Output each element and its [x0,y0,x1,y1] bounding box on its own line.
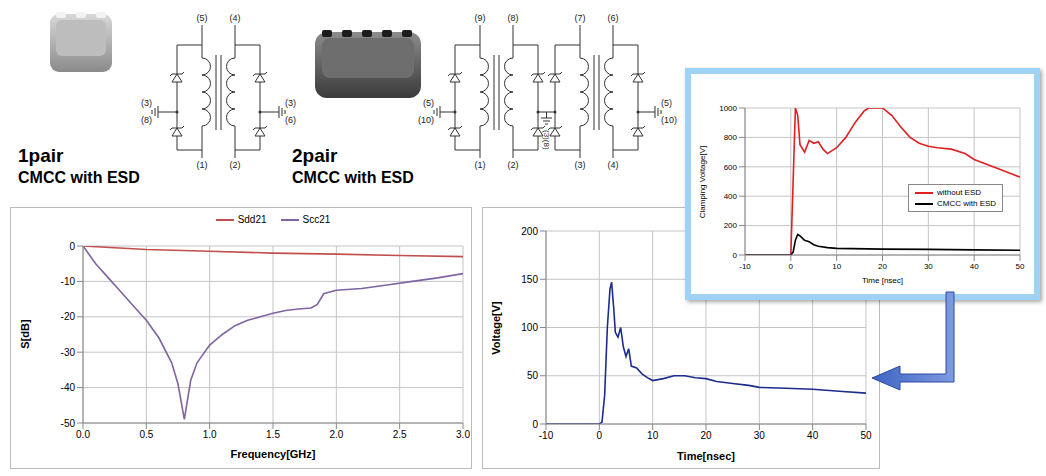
svg-text:40: 40 [807,430,819,441]
svg-text:1000: 1000 [719,104,737,113]
svg-text:(1): (1) [475,160,486,170]
svg-text:-50: -50 [61,418,76,429]
svg-text:(9): (9) [475,13,486,23]
svg-text:400: 400 [724,192,738,201]
svg-text:-40: -40 [61,382,76,393]
svg-text:0: 0 [789,262,794,271]
svg-text:(3)(8): (3)(8) [542,130,551,150]
svg-text:(8): (8) [141,115,152,125]
svg-text:50: 50 [1016,262,1025,271]
svg-text:(4): (4) [608,160,619,170]
svg-text:(4): (4) [230,13,241,23]
svg-text:-10: -10 [539,430,554,441]
html-text:Frequency[GHz]: Frequency[GHz] [230,448,316,460]
svg-text:-30: -30 [61,347,76,358]
svg-text:200: 200 [521,226,538,237]
svg-text:(1): (1) [197,160,208,170]
html-text:without ESD: without ESD [937,188,981,198]
svg-text:(2): (2) [508,160,519,170]
svg-text:0: 0 [733,251,738,260]
svg-text:(6): (6) [608,13,619,23]
svg-text:(10): (10) [661,115,677,125]
svg-text:(3): (3) [285,98,296,108]
html-text:Scc21: Scc21 [302,214,331,225]
svg-text:1.5: 1.5 [266,429,280,440]
svg-text:1pair: 1pair [18,145,64,166]
svg-text:200: 200 [724,221,738,230]
svg-text:150: 150 [521,274,538,285]
svg-text:0.5: 0.5 [139,429,153,440]
svg-text:10: 10 [647,430,659,441]
svg-text:2pair: 2pair [292,145,338,166]
svg-text:20: 20 [700,430,712,441]
html-text:Sdd21: Sdd21 [237,214,267,225]
svg-text:(6): (6) [285,115,296,125]
html-text:CMCC with ESD: CMCC with ESD [937,199,997,209]
svg-text:2.5: 2.5 [393,429,407,440]
svg-text:600: 600 [724,163,738,172]
svg-text:0.0: 0.0 [76,429,90,440]
svg-text:(7): (7) [575,13,586,23]
html-text:S[dB]: S[dB] [19,319,31,349]
svg-text:(5): (5) [197,13,208,23]
svg-text:100: 100 [521,322,538,333]
svg-text:40: 40 [970,262,979,271]
svg-text:-10: -10 [61,276,76,287]
svg-text:0: 0 [69,241,75,252]
svg-text:CMCC with ESD: CMCC with ESD [18,169,140,186]
svg-text:(5): (5) [661,98,672,108]
html-text:Time[nsec]: Time[nsec] [677,450,735,462]
html-text:Time [nsec]: Time [nsec] [862,276,903,285]
svg-text:2.0: 2.0 [329,429,343,440]
svg-text:800: 800 [724,133,738,142]
svg-text:3.0: 3.0 [456,429,470,440]
svg-text:10: 10 [832,262,841,271]
svg-text:50: 50 [527,370,539,381]
svg-text:0: 0 [532,419,538,430]
svg-text:(3): (3) [575,160,586,170]
svg-text:(5): (5) [423,98,434,108]
svg-text:0: 0 [597,430,603,441]
svg-text:(2): (2) [230,160,241,170]
html-text:Voltage[V]: Voltage[V] [490,301,502,355]
svg-text:30: 30 [924,262,933,271]
svg-text:20: 20 [878,262,887,271]
svg-text:30: 30 [754,430,766,441]
svg-text:(3): (3) [141,98,152,108]
svg-text:(10): (10) [418,115,434,125]
svg-text:50: 50 [860,430,872,441]
svg-text:1.0: 1.0 [203,429,217,440]
svg-text:-20: -20 [61,311,76,322]
svg-text:(8): (8) [508,13,519,23]
svg-text:CMCC with ESD: CMCC with ESD [292,169,414,186]
svg-text:-10: -10 [739,262,751,271]
html-text:Clamping Voltage[V]: Clamping Voltage[V] [697,145,707,219]
